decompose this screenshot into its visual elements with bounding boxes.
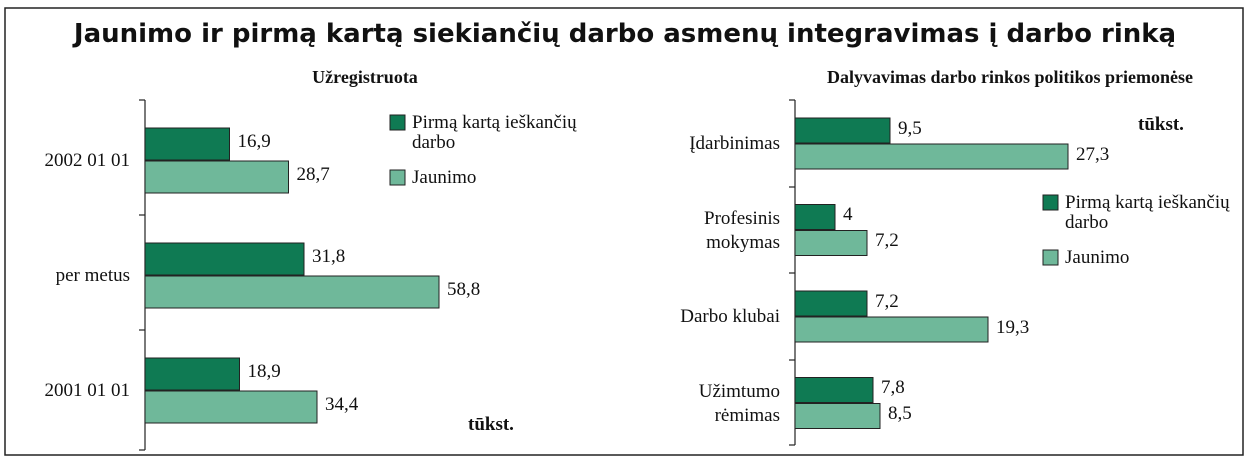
- main-title: Jaunimo ir pirmą kartą siekiančių darbo …: [73, 19, 1177, 49]
- value-label: 27,3: [1076, 143, 1110, 165]
- legend-label: Pirmą kartą ieškančių darbo: [1065, 192, 1230, 233]
- legend-swatch: [1042, 194, 1059, 211]
- value-label: 58,8: [447, 279, 481, 300]
- value-label: 31,8: [312, 246, 346, 267]
- value-label: 4: [843, 204, 853, 225]
- legend-swatch: [389, 169, 406, 186]
- legend-swatch: [1042, 249, 1059, 266]
- value-label: 34,4: [325, 394, 359, 415]
- legend-label: Pirmą kartą ieškančių darbo: [412, 112, 577, 153]
- category-label: Profesinis mokymas: [704, 207, 780, 253]
- bar: [144, 390, 318, 424]
- value-label: 16,9: [237, 131, 271, 152]
- bar: [794, 403, 881, 429]
- bar: [794, 117, 891, 144]
- category-label: Darbo klubai: [680, 306, 780, 327]
- category-label: Užimtumo rėmimas: [698, 380, 780, 426]
- category-label: Įdarbinimas: [689, 133, 780, 154]
- value-label: 7,2: [875, 230, 899, 251]
- value-label: 9,5: [898, 117, 922, 139]
- legend-swatch: [389, 114, 406, 131]
- value-label: 19,3: [996, 316, 1030, 338]
- value-label: 18,9: [247, 361, 281, 382]
- chart-subtitle: Užregistruota: [312, 67, 418, 87]
- legend-label: Jaunimo: [412, 167, 477, 188]
- bar: [794, 377, 874, 403]
- legend-label: Jaunimo: [1065, 247, 1130, 268]
- bar: [794, 143, 1069, 170]
- value-label: 28,7: [296, 164, 330, 185]
- value-label: 7,8: [881, 377, 905, 398]
- category-label: 2002 01 01: [44, 150, 131, 171]
- bar: [794, 204, 836, 230]
- chart-subtitle: Dalyvavimas darbo rinkos politikos priem…: [826, 67, 1194, 87]
- unit-label: tūkst.: [1138, 114, 1184, 135]
- bar: [144, 160, 289, 194]
- category-label: per metus: [55, 265, 130, 286]
- bar: [794, 316, 989, 343]
- unit-label: tūkst.: [468, 414, 514, 435]
- category-label: 2001 01 01: [44, 380, 131, 401]
- bar: [144, 357, 240, 391]
- value-label: 7,2: [875, 290, 899, 312]
- bar: [144, 242, 305, 276]
- bar: [144, 127, 230, 161]
- bar: [794, 230, 868, 256]
- frame: [4, 7, 1244, 456]
- value-label: 8,5: [888, 403, 912, 424]
- bar: [144, 275, 440, 309]
- bar: [794, 290, 868, 317]
